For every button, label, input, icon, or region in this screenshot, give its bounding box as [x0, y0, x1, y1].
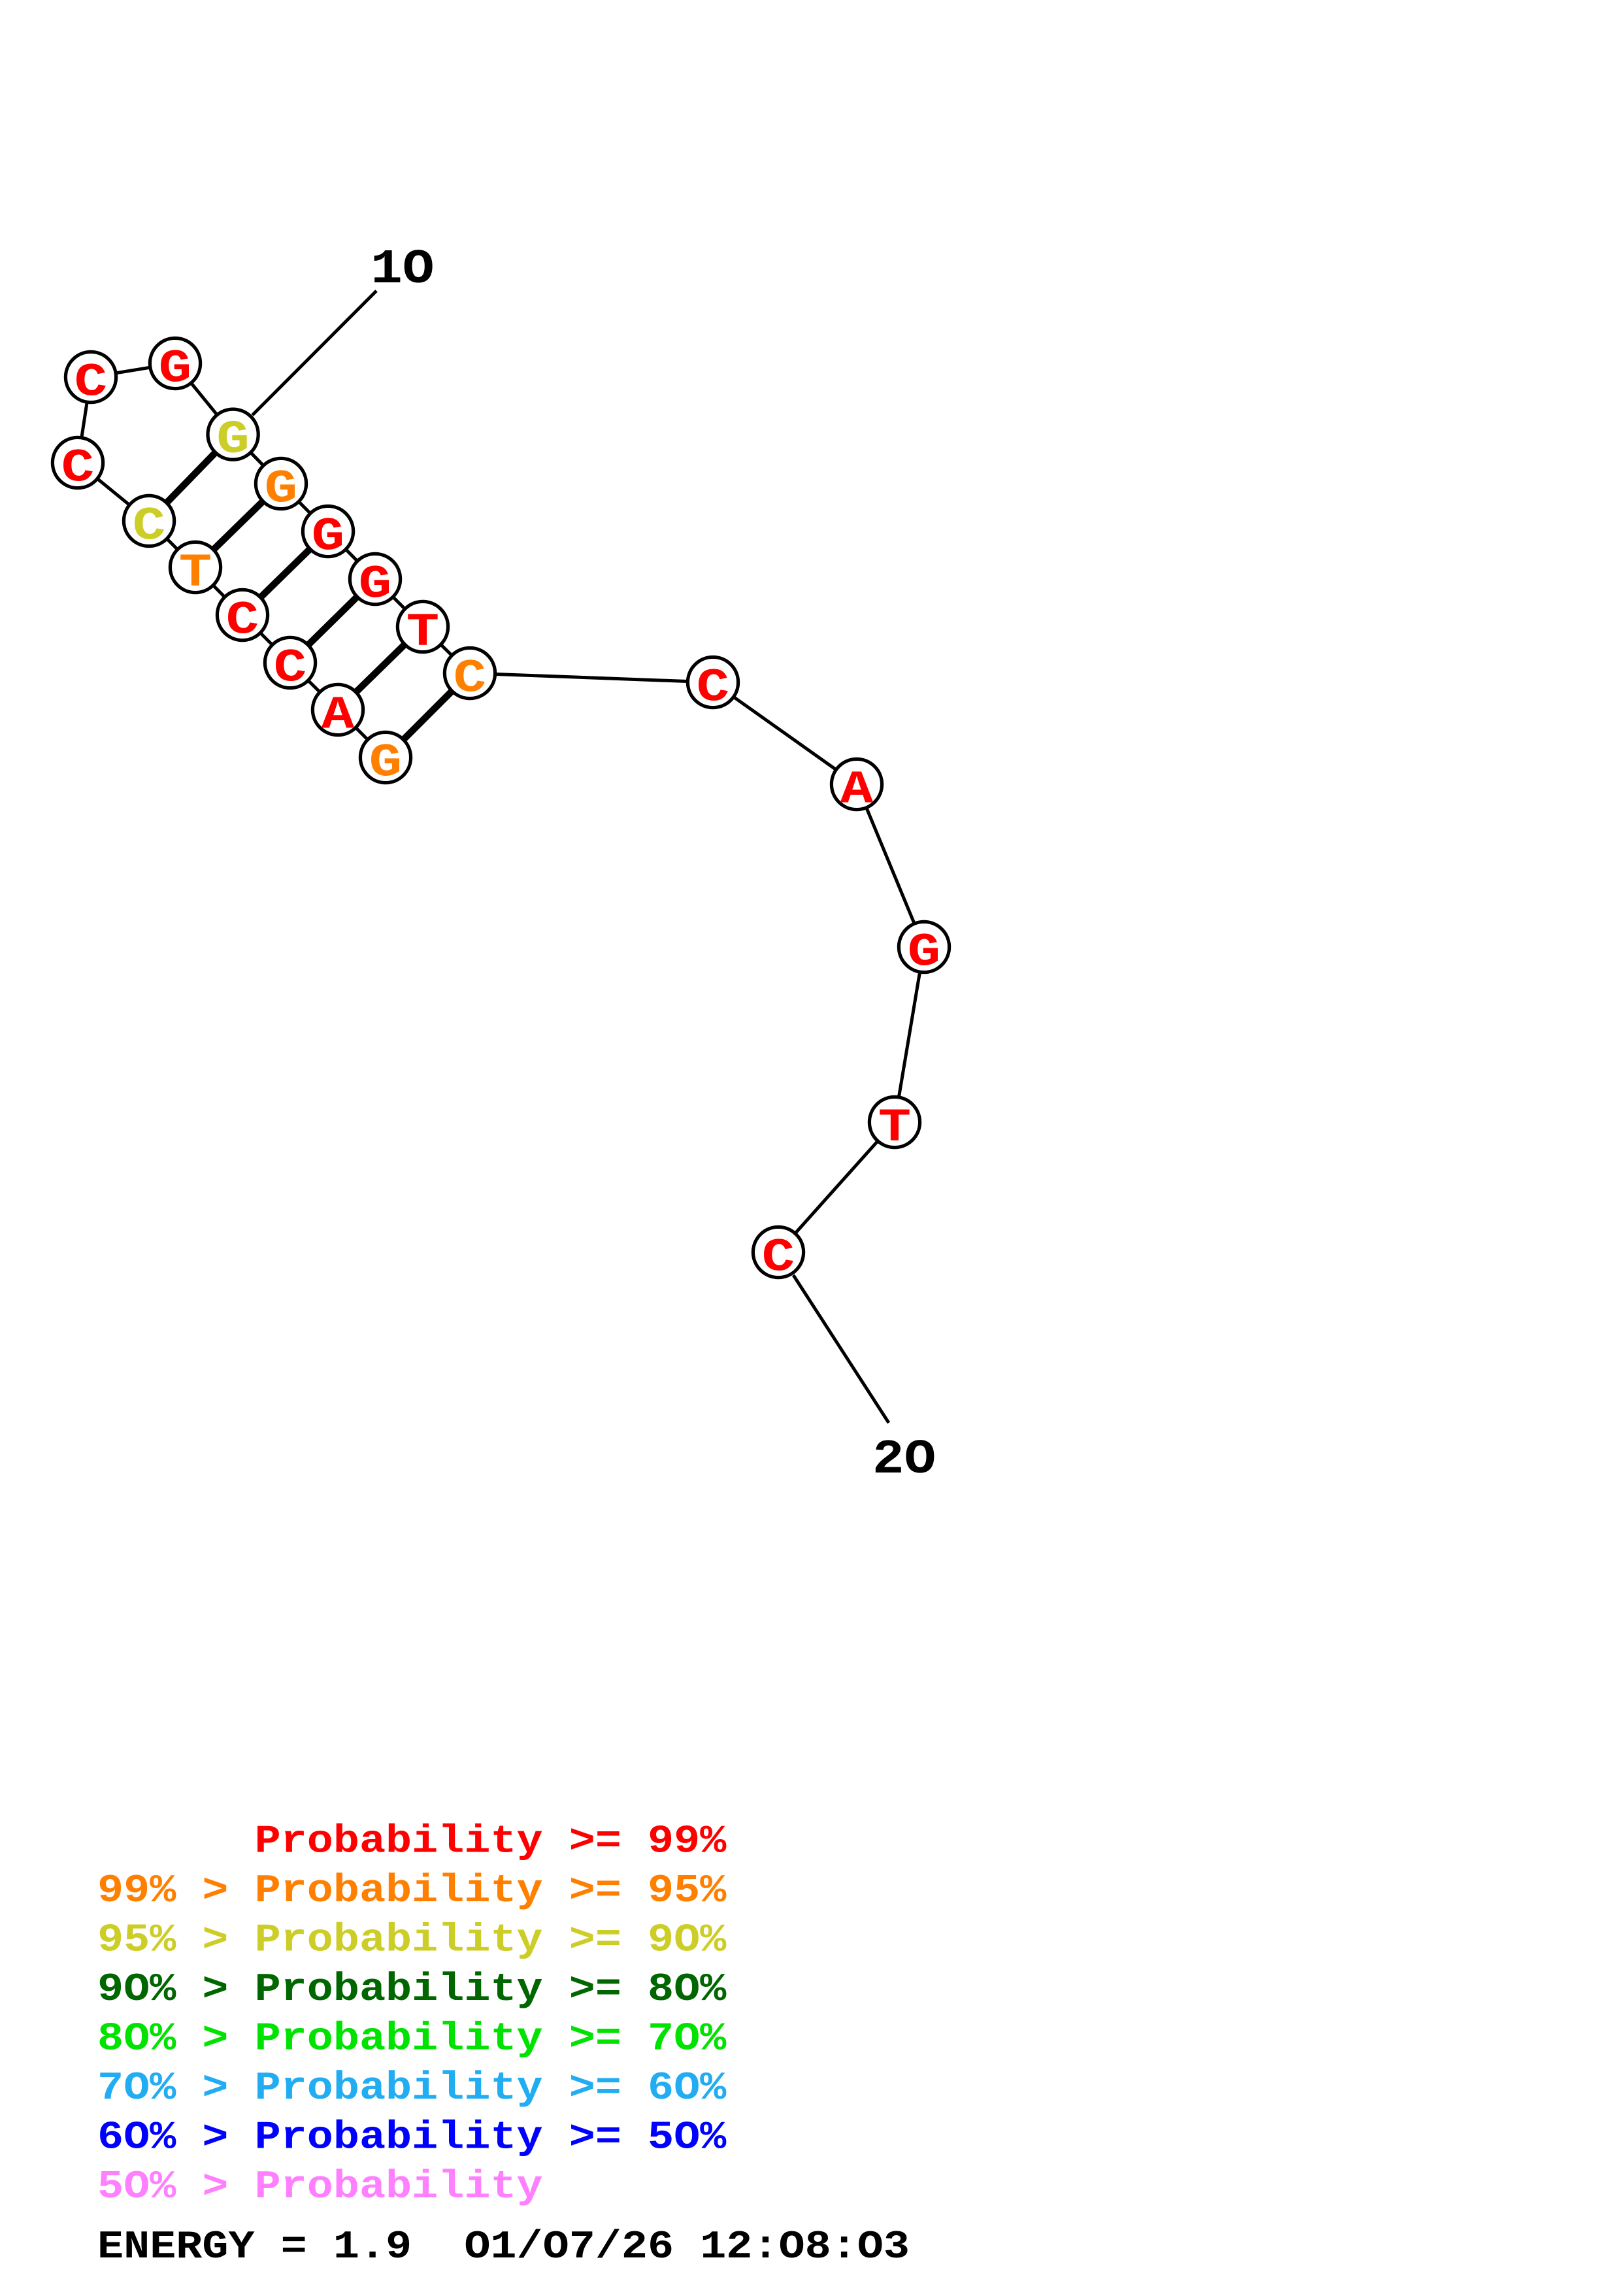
svg-text:5O% > Probability: 5O% > Probability: [97, 2165, 543, 2210]
svg-text:T: T: [878, 1102, 911, 1155]
svg-text:C: C: [133, 501, 165, 554]
svg-text:G: G: [369, 737, 402, 790]
svg-text:1O: 1O: [371, 242, 434, 297]
svg-text:9O% > Probability >= 8O%: 9O% > Probability >= 8O%: [97, 1968, 727, 2012]
svg-text:C: C: [61, 442, 94, 495]
svg-text:C: C: [697, 662, 729, 715]
svg-text:A: A: [322, 690, 355, 742]
svg-text:C: C: [454, 653, 486, 706]
svg-text:6O% > Probability >= 5O%: 6O% > Probability >= 5O%: [97, 2116, 727, 2160]
svg-text:7O% > Probability >= 6O%: 7O% > Probability >= 6O%: [97, 2067, 727, 2111]
svg-text:C: C: [226, 595, 259, 648]
svg-text:G: G: [908, 927, 940, 980]
svg-text:Probability >= 99%: Probability >= 99%: [97, 1820, 727, 1864]
svg-text:2O: 2O: [872, 1433, 936, 1488]
svg-text:T: T: [406, 607, 439, 659]
svg-text:95% > Probability >= 9O%: 95% > Probability >= 9O%: [97, 1918, 727, 1963]
svg-text:G: G: [265, 463, 297, 516]
svg-text:C: C: [274, 642, 306, 695]
svg-text:A: A: [840, 764, 874, 817]
svg-text:99% > Probability >= 95%: 99% > Probability >= 95%: [97, 1869, 727, 1914]
svg-text:ENERGY = 1.9 O1/O7/26 12:O8:O: ENERGY = 1.9 O1/O7/26 12:O8:O3: [97, 2225, 910, 2270]
svg-text:G: G: [159, 343, 191, 396]
svg-text:C: C: [74, 357, 107, 410]
svg-text:G: G: [216, 414, 249, 467]
svg-text:8O% > Probability >= 7O%: 8O% > Probability >= 7O%: [97, 2017, 727, 2061]
svg-text:G: G: [359, 559, 391, 612]
svg-text:C: C: [762, 1232, 795, 1285]
svg-text:T: T: [179, 547, 212, 600]
svg-text:G: G: [312, 511, 344, 564]
